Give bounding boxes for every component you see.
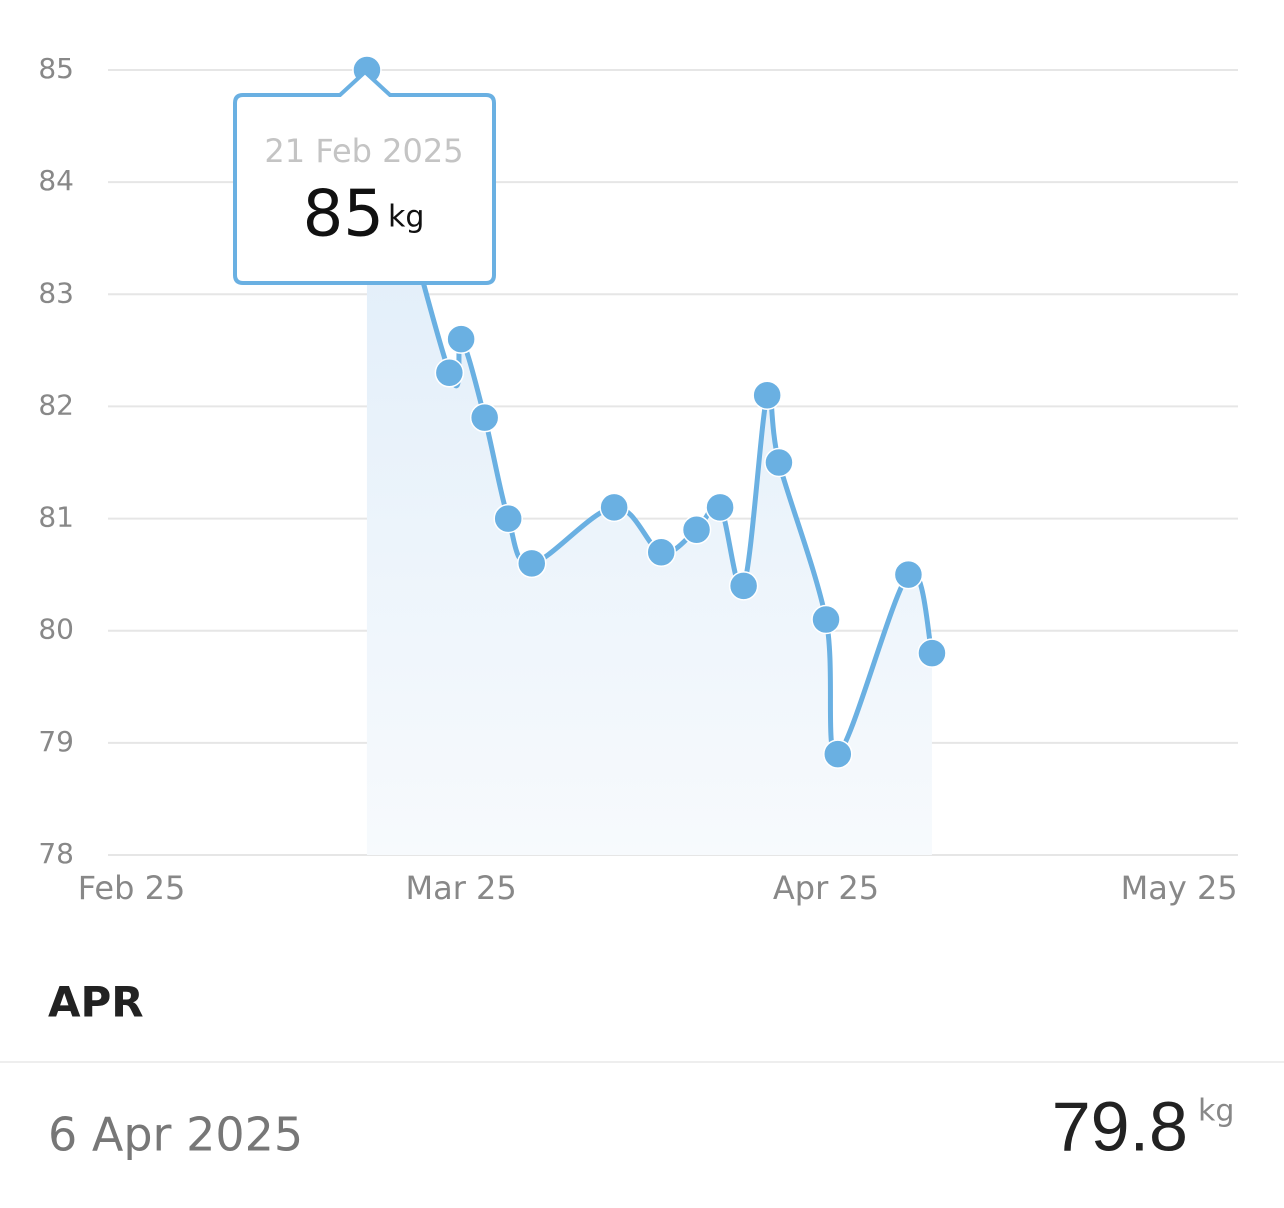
point[interactable] bbox=[469, 402, 500, 433]
entry-value[interactable]: 79.8 bbox=[1052, 1087, 1188, 1165]
y-tick-label: 83 bbox=[38, 276, 74, 309]
y-tick-label: 78 bbox=[38, 837, 74, 870]
point[interactable] bbox=[646, 537, 676, 567]
point[interactable] bbox=[917, 638, 947, 668]
point[interactable] bbox=[493, 503, 523, 534]
section-title: APR bbox=[48, 978, 144, 1027]
point[interactable] bbox=[728, 571, 759, 601]
point[interactable] bbox=[599, 492, 629, 523]
tooltip-box bbox=[233, 69, 496, 285]
point[interactable] bbox=[681, 515, 712, 545]
y-tick-label: 85 bbox=[38, 52, 74, 85]
y-tick-label: 82 bbox=[38, 388, 74, 421]
area bbox=[366, 70, 932, 855]
point[interactable] bbox=[446, 324, 476, 354]
point[interactable] bbox=[705, 492, 735, 523]
tooltip-value: 85 bbox=[303, 178, 384, 252]
entry-date[interactable]: 6 Apr 2025 bbox=[48, 1108, 303, 1162]
x-tick-label: Apr 25 bbox=[773, 869, 879, 907]
point[interactable] bbox=[752, 380, 782, 410]
tooltip-date: 21 Feb 2025 bbox=[264, 132, 463, 170]
point[interactable] bbox=[823, 739, 853, 769]
point[interactable] bbox=[434, 358, 465, 388]
x-tick-label: Feb 25 bbox=[78, 869, 186, 907]
y-tick-label: 80 bbox=[38, 613, 74, 646]
point[interactable] bbox=[764, 447, 794, 478]
tooltip: 21 Feb 2025 85 kg bbox=[233, 69, 496, 285]
x-tick-label: Mar 25 bbox=[405, 869, 516, 907]
y-tick-label: 81 bbox=[38, 501, 74, 534]
point[interactable] bbox=[893, 559, 924, 590]
point[interactable] bbox=[517, 548, 547, 579]
grid: 78 79 80 81 82 83 84 85 Feb 25 Mar 25 Apr 25 May 25 bbox=[38, 52, 1238, 907]
point[interactable] bbox=[811, 604, 841, 635]
tooltip-unit: kg bbox=[388, 200, 424, 235]
y-tick-label: 84 bbox=[38, 164, 74, 197]
entry-unit: kg bbox=[1198, 1094, 1234, 1129]
x-tick-label: May 25 bbox=[1121, 869, 1238, 907]
y-tick-label: 79 bbox=[38, 725, 74, 758]
